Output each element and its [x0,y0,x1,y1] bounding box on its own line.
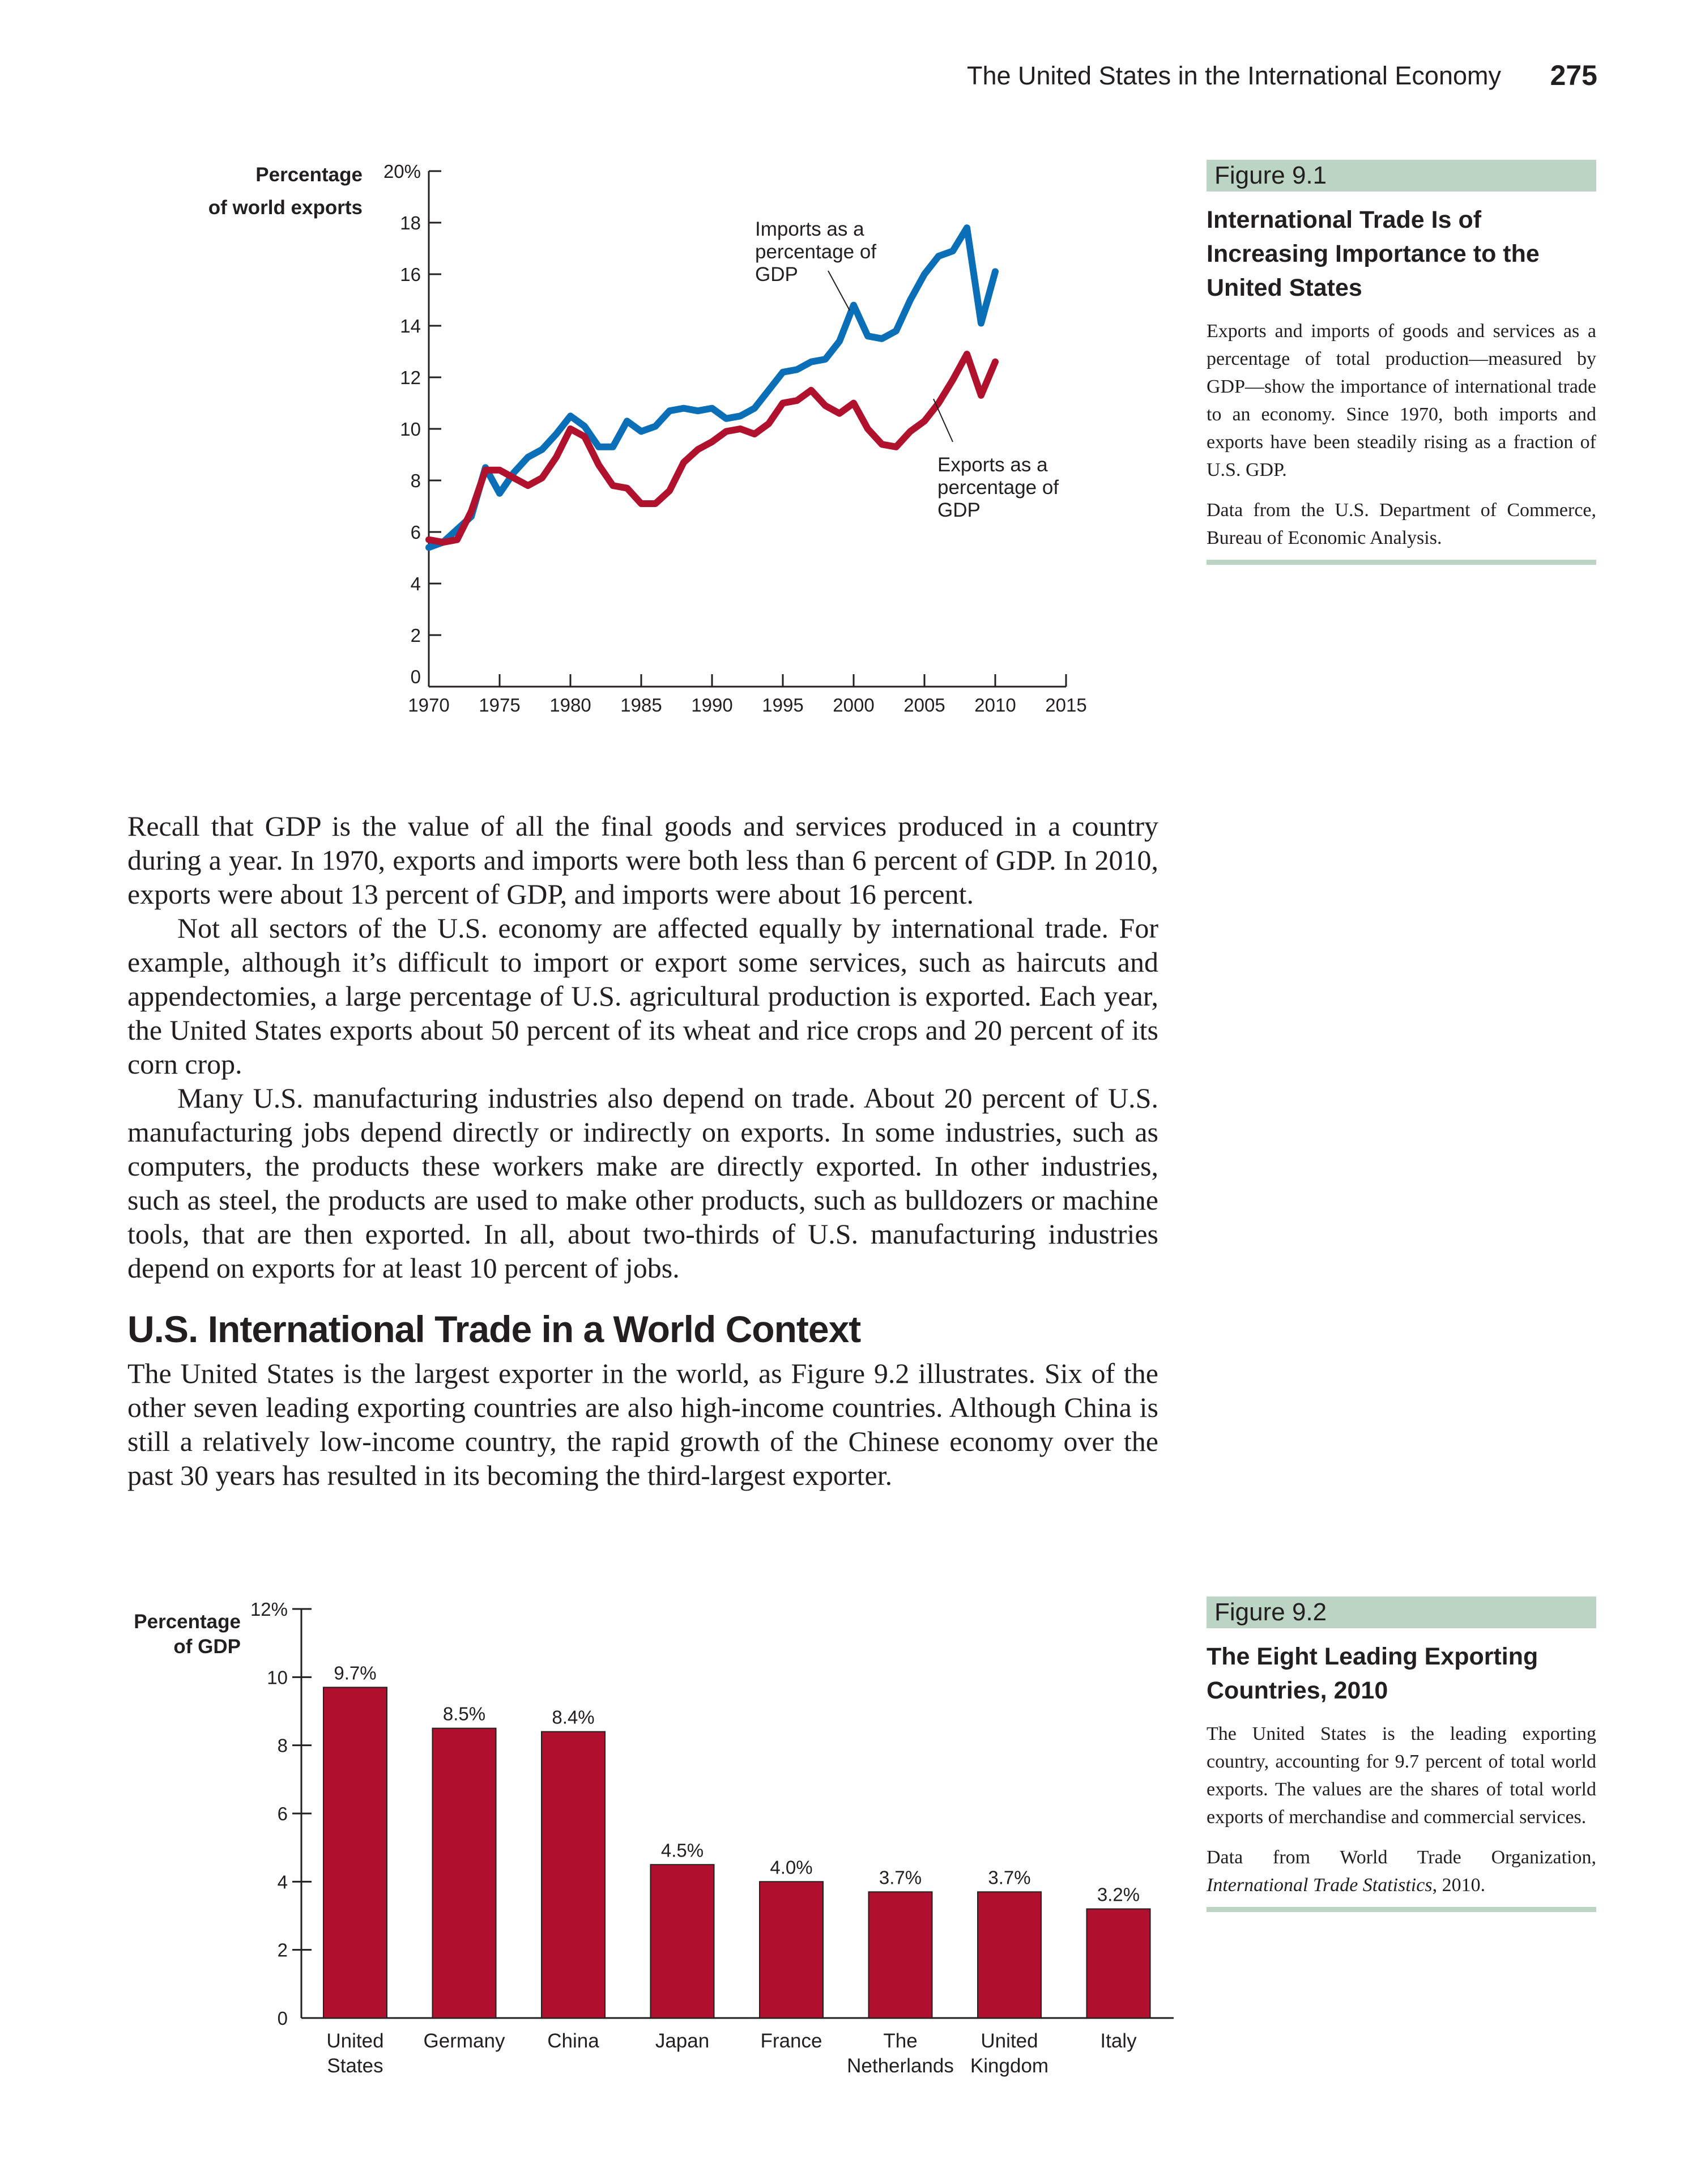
figure-title: International Trade Is of Increasing Imp… [1207,206,1540,301]
x-tick-label: 1985 [620,695,662,716]
figure-tag: Figure 9.2 [1207,1597,1596,1628]
y-tick-label: 20% [383,161,421,182]
bar [868,1891,933,2019]
category-label: Italy [1100,2030,1137,2052]
data-label: 3.7% [879,1867,922,1888]
x-tick-label: 2010 [974,695,1016,716]
y-tick-label: 10 [267,1667,288,1688]
y-axis-label-line1: Percentage [134,1611,241,1633]
category-label: Japan [655,2030,709,2052]
category-label: Netherlands [847,2055,954,2077]
y-tick-label: 12 [400,367,421,388]
running-header: The United States in the International E… [957,59,1597,101]
y-tick-label: 4 [278,1871,288,1892]
data-label: 8.4% [552,1707,594,1728]
imports-label-line3: GDP [755,263,798,286]
tick-labels: 0 2 4 6 8 10 12% United States Germany China Japan F… [250,1599,1137,2077]
bar [1086,1908,1151,2019]
paragraph: Many U.S. manufacturing industries also … [127,1082,1158,1284]
x-tick-label: 2015 [1045,695,1086,716]
y-tick-label: 2 [278,1940,288,1961]
y-tick-label: 10 [400,419,421,440]
figure-description: The United States is the leading exporti… [1207,1723,1596,1828]
annotations: Imports as a percentage of GDP Exports a… [755,218,1059,521]
y-tick-label: 14 [400,316,421,337]
bar [432,1727,497,2019]
data-label: 4.5% [661,1840,704,1861]
x-tick-label: 2000 [833,695,874,716]
y-tick-label: 12% [250,1599,288,1620]
figure-source: Data from World Trade Organization, Inte… [1207,1844,1596,1899]
y-tick-label: 16 [400,264,421,285]
bar [650,1864,715,2019]
imports-label-line1: Imports as a [755,218,864,240]
x-tick-label: 1990 [691,695,732,716]
data-label: 3.2% [1097,1884,1140,1905]
category-label: States [327,2055,383,2077]
page-number: 275 [1550,59,1597,91]
exports-label-line3: GDP [937,499,981,521]
running-title: The United States in the International E… [966,61,1501,90]
body-text: Recall that GDP is the value of all the … [127,809,1158,1492]
y-tick-label: 2 [411,625,421,646]
paragraph: Not all sectors of the U.S. economy are … [127,912,1158,1080]
figure-tag: Figure 9.1 [1207,160,1596,191]
y-tick-label: 0 [411,666,421,687]
source-publication: International Trade Statistics [1207,1875,1433,1896]
data-label: 4.0% [770,1857,812,1878]
category-label: United [326,2030,383,2052]
caption-rule [1207,1907,1596,1912]
imports-series-line [425,224,999,551]
category-label: The [883,2030,917,2052]
figure-description: Exports and imports of goods and service… [1207,321,1596,480]
exports-label-line2: percentage of [937,476,1059,499]
x-tick-label: 1995 [762,695,803,716]
imports-label-line2: percentage of [755,241,876,263]
y-tick-label: 6 [278,1803,288,1824]
figure-9-2-bar-chart: Percentage of GDP 0 2 4 6 8 10 12% United States… [134,1599,1174,2077]
series-lines [425,224,999,551]
figure-source: Data from the U.S. Department of Commerc… [1207,500,1596,548]
category-label: France [761,2030,822,2052]
x-tick-label: 1980 [549,695,591,716]
source-prefix: Data from World Trade Organization, [1207,1847,1596,1868]
y-axis-label-line2: of world exports [208,197,363,219]
bar [323,1687,387,2019]
exports-label-line1: Exports as a [937,454,1048,476]
tick-labels: 0 2 4 6 8 10 12 14 16 18 20% 1970 1975 1980 1985 1990 19… [383,161,1087,716]
section-heading: U.S. International Trade in a World Cont… [127,1308,861,1350]
caption-rule [1207,560,1596,565]
bar [977,1891,1042,2019]
x-tick-label: 1975 [479,695,520,716]
y-axis-label-line2: of GDP [173,1636,241,1658]
bars: 9.7% 8.5% 8.4% 4.5% 4.0% 3.7% 3.7% 3.2% [323,1662,1151,2019]
data-label: 9.7% [334,1662,376,1683]
figure-9-2-caption: Figure 9.2 The Eight Leading Exporting C… [1207,1597,1596,1912]
x-tick-label: 1970 [408,695,449,716]
y-tick-label: 8 [278,1735,288,1756]
data-label: 8.5% [443,1704,485,1725]
category-label: Germany [424,2030,505,2052]
category-label: United [981,2030,1038,2052]
paragraph: Recall that GDP is the value of all the … [127,810,1158,910]
y-axis-label-line1: Percentage [255,164,363,186]
y-tick-label: 18 [400,212,421,233]
figure-title: The Eight Leading Exporting Countries, 2… [1207,1643,1538,1704]
source-suffix: , 2010. [1432,1875,1486,1896]
paragraph: The United States is the largest exporte… [127,1357,1158,1491]
exports-series-line [425,351,999,546]
category-label: China [547,2030,599,2052]
bar [759,1881,824,2019]
bar [541,1731,606,2019]
y-tick-label: 8 [411,470,421,491]
figure-9-1-line-chart: Percentage of world exports 0 2 4 6 8 10 12 14 1… [208,161,1087,716]
y-tick-label: 4 [411,573,421,594]
x-tick-label: 2005 [903,695,945,716]
figure-9-1-caption: Figure 9.1 International Trade Is of Inc… [1207,160,1596,565]
y-tick-label: 6 [411,522,421,543]
category-label: Kingdom [970,2055,1048,2077]
data-label: 3.7% [988,1867,1030,1888]
axes [428,170,1067,688]
y-tick-label: 0 [278,2008,288,2029]
